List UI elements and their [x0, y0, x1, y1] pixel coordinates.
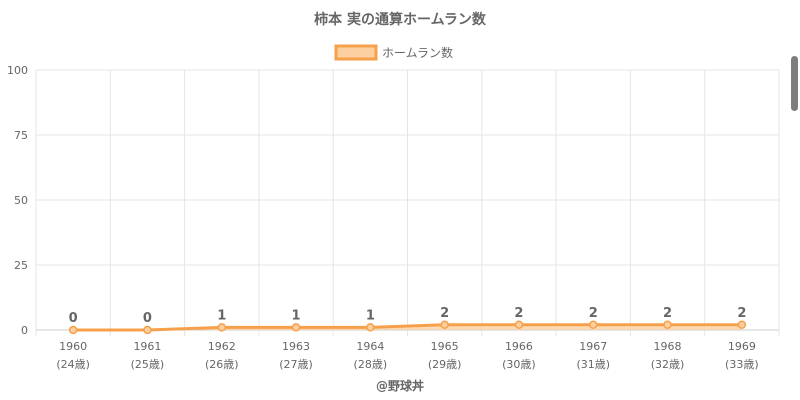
x-tick-sublabel: (28歳) [354, 358, 388, 371]
x-tick-sublabel: (32歳) [651, 358, 685, 371]
data-point [589, 320, 598, 330]
x-tick-label: 1968 [654, 340, 682, 353]
x-tick-sublabel: (29歳) [428, 358, 462, 371]
data-label: 2 [737, 306, 746, 321]
plot-area [68, 320, 747, 335]
x-tick-sublabel: (25歳) [131, 358, 165, 371]
x-tick-label: 1966 [505, 340, 533, 353]
data-label: 2 [440, 306, 449, 321]
x-tick-label: 1961 [133, 340, 161, 353]
x-tick-label: 1967 [579, 340, 607, 353]
x-tick-sublabel: (27歳) [279, 358, 313, 371]
vertical-scrollbar[interactable] [791, 56, 798, 111]
data-point [440, 320, 449, 330]
legend-swatch [334, 44, 378, 61]
x-tick-label: 1960 [59, 340, 87, 353]
x-axis: 1960 (24歳) 1961 (25歳) 1962 (26歳) 1963 (27歳) 1964… [56, 340, 758, 371]
data-point [514, 320, 524, 330]
data-label: 2 [514, 306, 523, 321]
data-label: 2 [589, 306, 598, 321]
x-tick-label: 1965 [431, 340, 459, 353]
y-tick-label: 25 [14, 259, 28, 272]
data-point [143, 325, 152, 335]
data-label: 1 [217, 308, 226, 323]
y-tick-label: 0 [21, 324, 28, 337]
data-point [663, 320, 672, 330]
data-label: 0 [143, 311, 152, 326]
y-tick-label: 50 [14, 194, 28, 207]
data-point [366, 323, 375, 332]
data-label: 0 [69, 311, 78, 326]
x-tick-sublabel: (33歳) [725, 358, 759, 371]
data-point [217, 323, 226, 332]
chart-title: 柿本 実の通算ホームラン数 [314, 11, 487, 28]
grid [35, 69, 780, 336]
data-label: 2 [663, 306, 672, 321]
data-point [68, 325, 78, 335]
y-axis: 0 25 50 75 100 [7, 64, 28, 337]
legend[interactable]: ホームラン数 [334, 44, 453, 61]
y-tick-label: 100 [7, 64, 28, 77]
x-tick-sublabel: (24歳) [56, 358, 90, 371]
data-labels: 0 0 1 1 1 2 2 2 2 2 [69, 306, 747, 326]
x-tick-label: 1962 [208, 340, 236, 353]
data-point [291, 323, 301, 332]
x-tick-label: 1964 [356, 340, 384, 353]
y-tick-label: 75 [14, 129, 28, 142]
x-tick-sublabel: (30歳) [502, 358, 536, 371]
data-point [737, 320, 747, 330]
x-tick-sublabel: (31歳) [576, 358, 610, 371]
x-tick-label: 1963 [282, 340, 310, 353]
data-label: 1 [292, 308, 301, 323]
x-tick-sublabel: (26歳) [205, 358, 239, 371]
x-tick-label: 1969 [728, 340, 756, 353]
chart-footer: @野球丼 [376, 378, 424, 393]
legend-label: ホームラン数 [382, 45, 453, 60]
series-line [73, 323, 742, 332]
data-label: 1 [366, 308, 375, 323]
